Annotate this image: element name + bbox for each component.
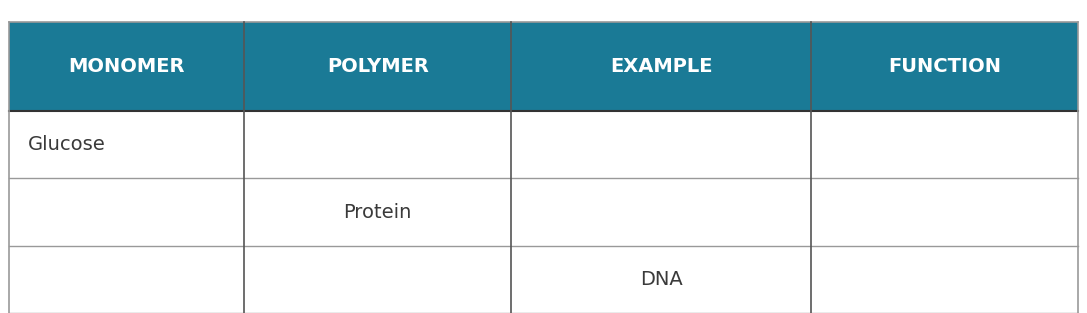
- Bar: [243, 111, 511, 178]
- Bar: [243, 178, 511, 246]
- Text: Glucose: Glucose: [28, 135, 107, 154]
- Bar: [9, 178, 243, 246]
- Bar: [811, 111, 1078, 178]
- Bar: [511, 246, 811, 313]
- Bar: [511, 178, 811, 246]
- Bar: [511, 111, 811, 178]
- Text: MONOMER: MONOMER: [68, 57, 185, 76]
- Bar: [9, 246, 243, 313]
- Text: Protein: Protein: [343, 203, 412, 222]
- Text: DNA: DNA: [640, 270, 683, 289]
- Text: POLYMER: POLYMER: [327, 57, 428, 76]
- Text: FUNCTION: FUNCTION: [888, 57, 1001, 76]
- Bar: [811, 22, 1078, 111]
- Text: EXAMPLE: EXAMPLE: [610, 57, 712, 76]
- Bar: [243, 22, 511, 111]
- Bar: [243, 246, 511, 313]
- Bar: [9, 111, 243, 178]
- Bar: [9, 22, 243, 111]
- Bar: [811, 178, 1078, 246]
- Bar: [511, 22, 811, 111]
- Bar: [811, 246, 1078, 313]
